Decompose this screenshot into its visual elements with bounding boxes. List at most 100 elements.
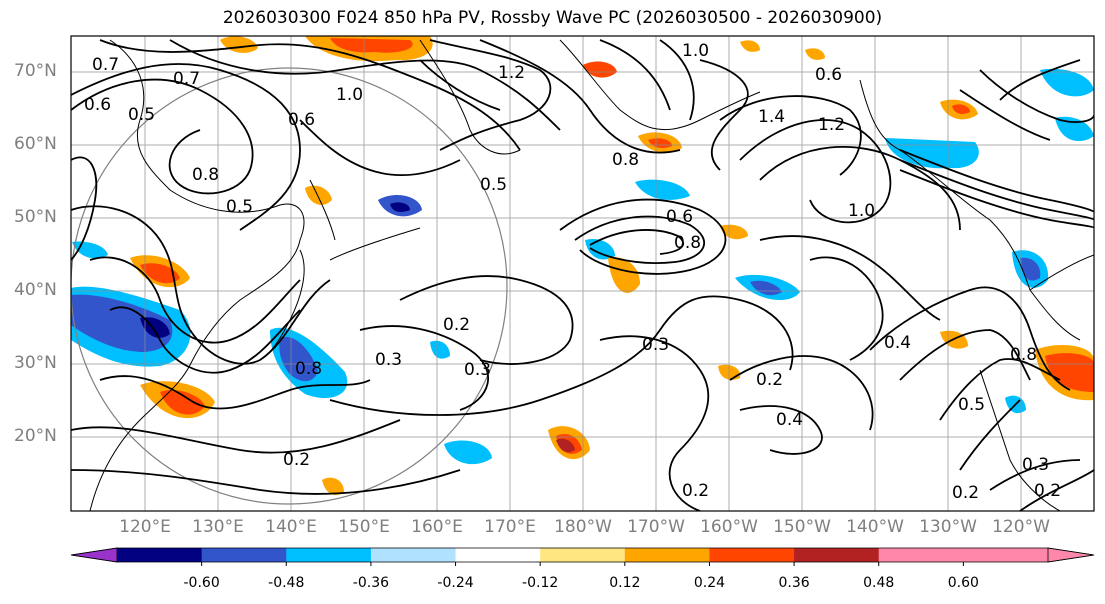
lon-label: 180°W xyxy=(554,517,612,537)
colorbar-tick-label: 0.48 xyxy=(863,575,895,591)
lat-label: 30°N xyxy=(14,353,57,373)
anomaly-patch xyxy=(635,179,690,200)
colorbar-segment xyxy=(201,548,287,562)
lat-label: 40°N xyxy=(14,280,57,300)
lat-label: 70°N xyxy=(14,61,57,81)
lon-label: 140°W xyxy=(846,517,904,537)
colorbar-tick-label: -0.12 xyxy=(522,575,559,591)
anomaly-patch xyxy=(390,202,410,212)
colorbar-tick-label: 0.60 xyxy=(947,575,979,591)
contour-label: 0.8 xyxy=(295,359,322,379)
colorbar-segment xyxy=(624,548,710,562)
contour-label: 0.3 xyxy=(464,360,491,380)
anomaly-patch xyxy=(750,280,782,296)
contour-label: 0.3 xyxy=(375,350,402,370)
colorbar-segment xyxy=(286,548,372,562)
lon-label: 170°W xyxy=(627,517,685,537)
colorbar-tick-label: -0.24 xyxy=(437,575,474,591)
contour-label: 0.2 xyxy=(756,370,783,390)
anomaly-patch xyxy=(583,61,617,78)
colorbar-tick-label: 0.24 xyxy=(693,575,726,591)
colorbar-segment xyxy=(709,548,795,562)
anomaly-patch xyxy=(140,263,180,284)
contour-label: 1.0 xyxy=(848,201,875,221)
contour-label: 0.8 xyxy=(1010,345,1037,365)
lat-label: 60°N xyxy=(14,134,57,154)
map-title: 2026030300 F024 850 hPa PV, Rossby Wave … xyxy=(222,8,883,28)
contour-label: 0.2 xyxy=(283,450,310,470)
colorbar xyxy=(70,547,1095,566)
contour-label: 0.5 xyxy=(128,105,155,125)
contour-label: 0.3 xyxy=(1022,455,1049,475)
colorbar-extend-min xyxy=(70,547,118,563)
contour-label: 0.6 xyxy=(666,207,693,227)
lon-label: 120°E xyxy=(119,517,171,537)
lon-label: 140°E xyxy=(265,517,317,537)
anomaly-patch xyxy=(305,185,332,205)
anomaly-patch xyxy=(648,138,672,148)
lon-label: 120°W xyxy=(992,517,1050,537)
anomaly-patch xyxy=(740,40,760,52)
anomaly-patch xyxy=(330,38,413,53)
contour-label: 0.8 xyxy=(612,150,639,170)
pv-contours xyxy=(71,39,1094,511)
contour-label: 0.6 xyxy=(288,110,315,130)
colorbar-outline xyxy=(70,547,1095,563)
contour-label: 1.0 xyxy=(682,41,709,61)
anomaly-patch xyxy=(322,477,344,496)
anomaly-patch xyxy=(444,440,492,465)
contour-label: 0.2 xyxy=(443,315,470,335)
anomaly-patch xyxy=(720,224,748,240)
lon-label: 170°E xyxy=(484,517,536,537)
colorbar-tick-label: -0.36 xyxy=(352,575,390,591)
contour-label: 0.3 xyxy=(642,335,669,355)
colorbar-segment xyxy=(455,548,541,562)
anomaly-patch xyxy=(279,336,318,382)
contour-label: 0.4 xyxy=(776,410,803,430)
colorbar-tick-label: -0.48 xyxy=(268,575,305,591)
lat-label: 20°N xyxy=(14,426,57,446)
colorbar-segment xyxy=(878,548,964,562)
anomaly-patch xyxy=(556,438,575,453)
anomaly-patch xyxy=(952,104,970,114)
contour-label: 0.5 xyxy=(480,175,507,195)
range-ring xyxy=(71,67,508,505)
anomaly-patch xyxy=(608,257,640,293)
contour-label: 0.7 xyxy=(173,69,200,89)
lon-label: 130°E xyxy=(192,517,244,537)
colorbar-segment xyxy=(117,548,203,562)
contour-labels: 0.7 0.6 0.7 0.5 0.6 1.0 1.2 1.0 0.6 1.4 … xyxy=(84,41,1061,503)
contour-label: 0.5 xyxy=(226,197,253,217)
lon-label: 130°W xyxy=(919,517,977,537)
colorbar-segment xyxy=(370,548,457,562)
colorbar-segment xyxy=(794,548,880,562)
anomaly-patch xyxy=(430,340,450,359)
lon-label: 160°W xyxy=(700,517,758,537)
contour-label: 0.8 xyxy=(674,233,701,253)
contour-label: 1.2 xyxy=(818,115,845,135)
lon-label: 160°E xyxy=(411,517,463,537)
colorbar-segment xyxy=(963,548,1049,562)
colorbar-tick-label: -0.60 xyxy=(183,575,220,591)
colorbar-segment xyxy=(540,548,626,562)
anomaly-patch xyxy=(1045,353,1094,392)
contour-label: 0.6 xyxy=(84,95,111,115)
lon-label: 150°E xyxy=(338,517,390,537)
colorbar-tick-label: 0.12 xyxy=(609,575,641,591)
contour-label: 1.0 xyxy=(336,85,363,105)
contour-label: 0.2 xyxy=(1034,481,1061,501)
colorbar-extend-max xyxy=(1047,547,1095,563)
anomaly-shading xyxy=(71,36,1094,496)
lon-label: 150°W xyxy=(773,517,831,537)
lat-label: 50°N xyxy=(14,207,57,227)
colorbar-tick-label: 0.36 xyxy=(778,575,810,591)
anomaly-patch xyxy=(160,389,205,415)
contour-label: 0.2 xyxy=(952,483,979,503)
anomaly-patch xyxy=(805,48,825,60)
contour-label: 0.4 xyxy=(884,333,911,353)
contour-label: 0.2 xyxy=(682,481,709,501)
map-frame xyxy=(70,35,1095,512)
contour-label: 0.6 xyxy=(815,65,842,85)
contour-label: 0.8 xyxy=(192,165,219,185)
